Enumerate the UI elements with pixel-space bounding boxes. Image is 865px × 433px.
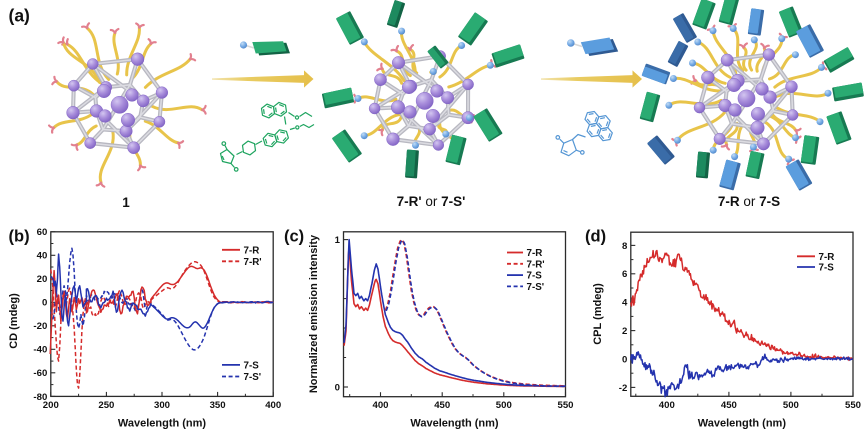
svg-text:550: 550: [845, 400, 861, 411]
svg-text:350: 350: [210, 400, 226, 411]
svg-text:7-S: 7-S: [527, 271, 543, 282]
svg-text:450: 450: [434, 400, 450, 411]
svg-text:300: 300: [154, 400, 170, 411]
svg-text:(c): (c): [284, 227, 304, 245]
svg-text:7-R': 7-R': [527, 259, 545, 270]
svg-text:1: 1: [335, 235, 341, 246]
svg-text:550: 550: [557, 400, 573, 411]
svg-text:7-R': 7-R': [244, 257, 262, 268]
svg-text:7-S: 7-S: [244, 361, 260, 372]
svg-text:400: 400: [659, 400, 675, 411]
svg-text:-80: -80: [33, 392, 47, 403]
svg-text:7-R: 7-R: [527, 248, 543, 259]
svg-text:CPL (mdeg): CPL (mdeg): [592, 283, 604, 345]
svg-text:-60: -60: [33, 368, 47, 379]
svg-text:Wavelength (nm): Wavelength (nm): [118, 418, 207, 430]
svg-text:200: 200: [43, 400, 59, 411]
svg-text:7-R: 7-R: [244, 245, 260, 256]
svg-text:7-R or 7-S: 7-R or 7-S: [718, 194, 780, 209]
svg-text:7-R' or 7-S': 7-R' or 7-S': [397, 194, 466, 209]
svg-text:450: 450: [721, 400, 737, 411]
svg-text:250: 250: [98, 400, 114, 411]
svg-text:7-R: 7-R: [819, 252, 835, 263]
svg-text:40: 40: [37, 251, 48, 262]
svg-text:4: 4: [622, 298, 628, 309]
svg-text:2: 2: [622, 326, 627, 337]
svg-text:7-S': 7-S': [527, 282, 545, 293]
svg-text:400: 400: [372, 400, 388, 411]
svg-text:0: 0: [622, 354, 627, 365]
svg-text:(b): (b): [9, 227, 30, 245]
svg-text:-20: -20: [33, 321, 47, 332]
svg-text:(d): (d): [585, 227, 606, 245]
svg-text:6: 6: [622, 269, 627, 280]
svg-text:Wavelength (nm): Wavelength (nm): [698, 418, 787, 430]
svg-text:20: 20: [37, 274, 48, 285]
svg-text:-40: -40: [33, 345, 47, 356]
svg-text:400: 400: [265, 400, 281, 411]
svg-text:1: 1: [122, 195, 130, 210]
svg-text:0: 0: [335, 382, 340, 393]
svg-text:60: 60: [37, 227, 48, 238]
svg-text:-2: -2: [619, 383, 628, 394]
svg-text:(a): (a): [9, 6, 30, 26]
svg-text:8: 8: [622, 241, 628, 252]
svg-text:7-S': 7-S': [244, 372, 262, 383]
svg-text:500: 500: [496, 400, 512, 411]
svg-text:Wavelength (nm): Wavelength (nm): [410, 418, 499, 430]
svg-text:7-S: 7-S: [819, 263, 835, 274]
svg-text:Normalized emission intensity: Normalized emission intensity: [308, 234, 320, 393]
svg-text:0: 0: [42, 298, 47, 309]
svg-text:CD (mdeg): CD (mdeg): [8, 293, 20, 349]
svg-text:500: 500: [783, 400, 799, 411]
